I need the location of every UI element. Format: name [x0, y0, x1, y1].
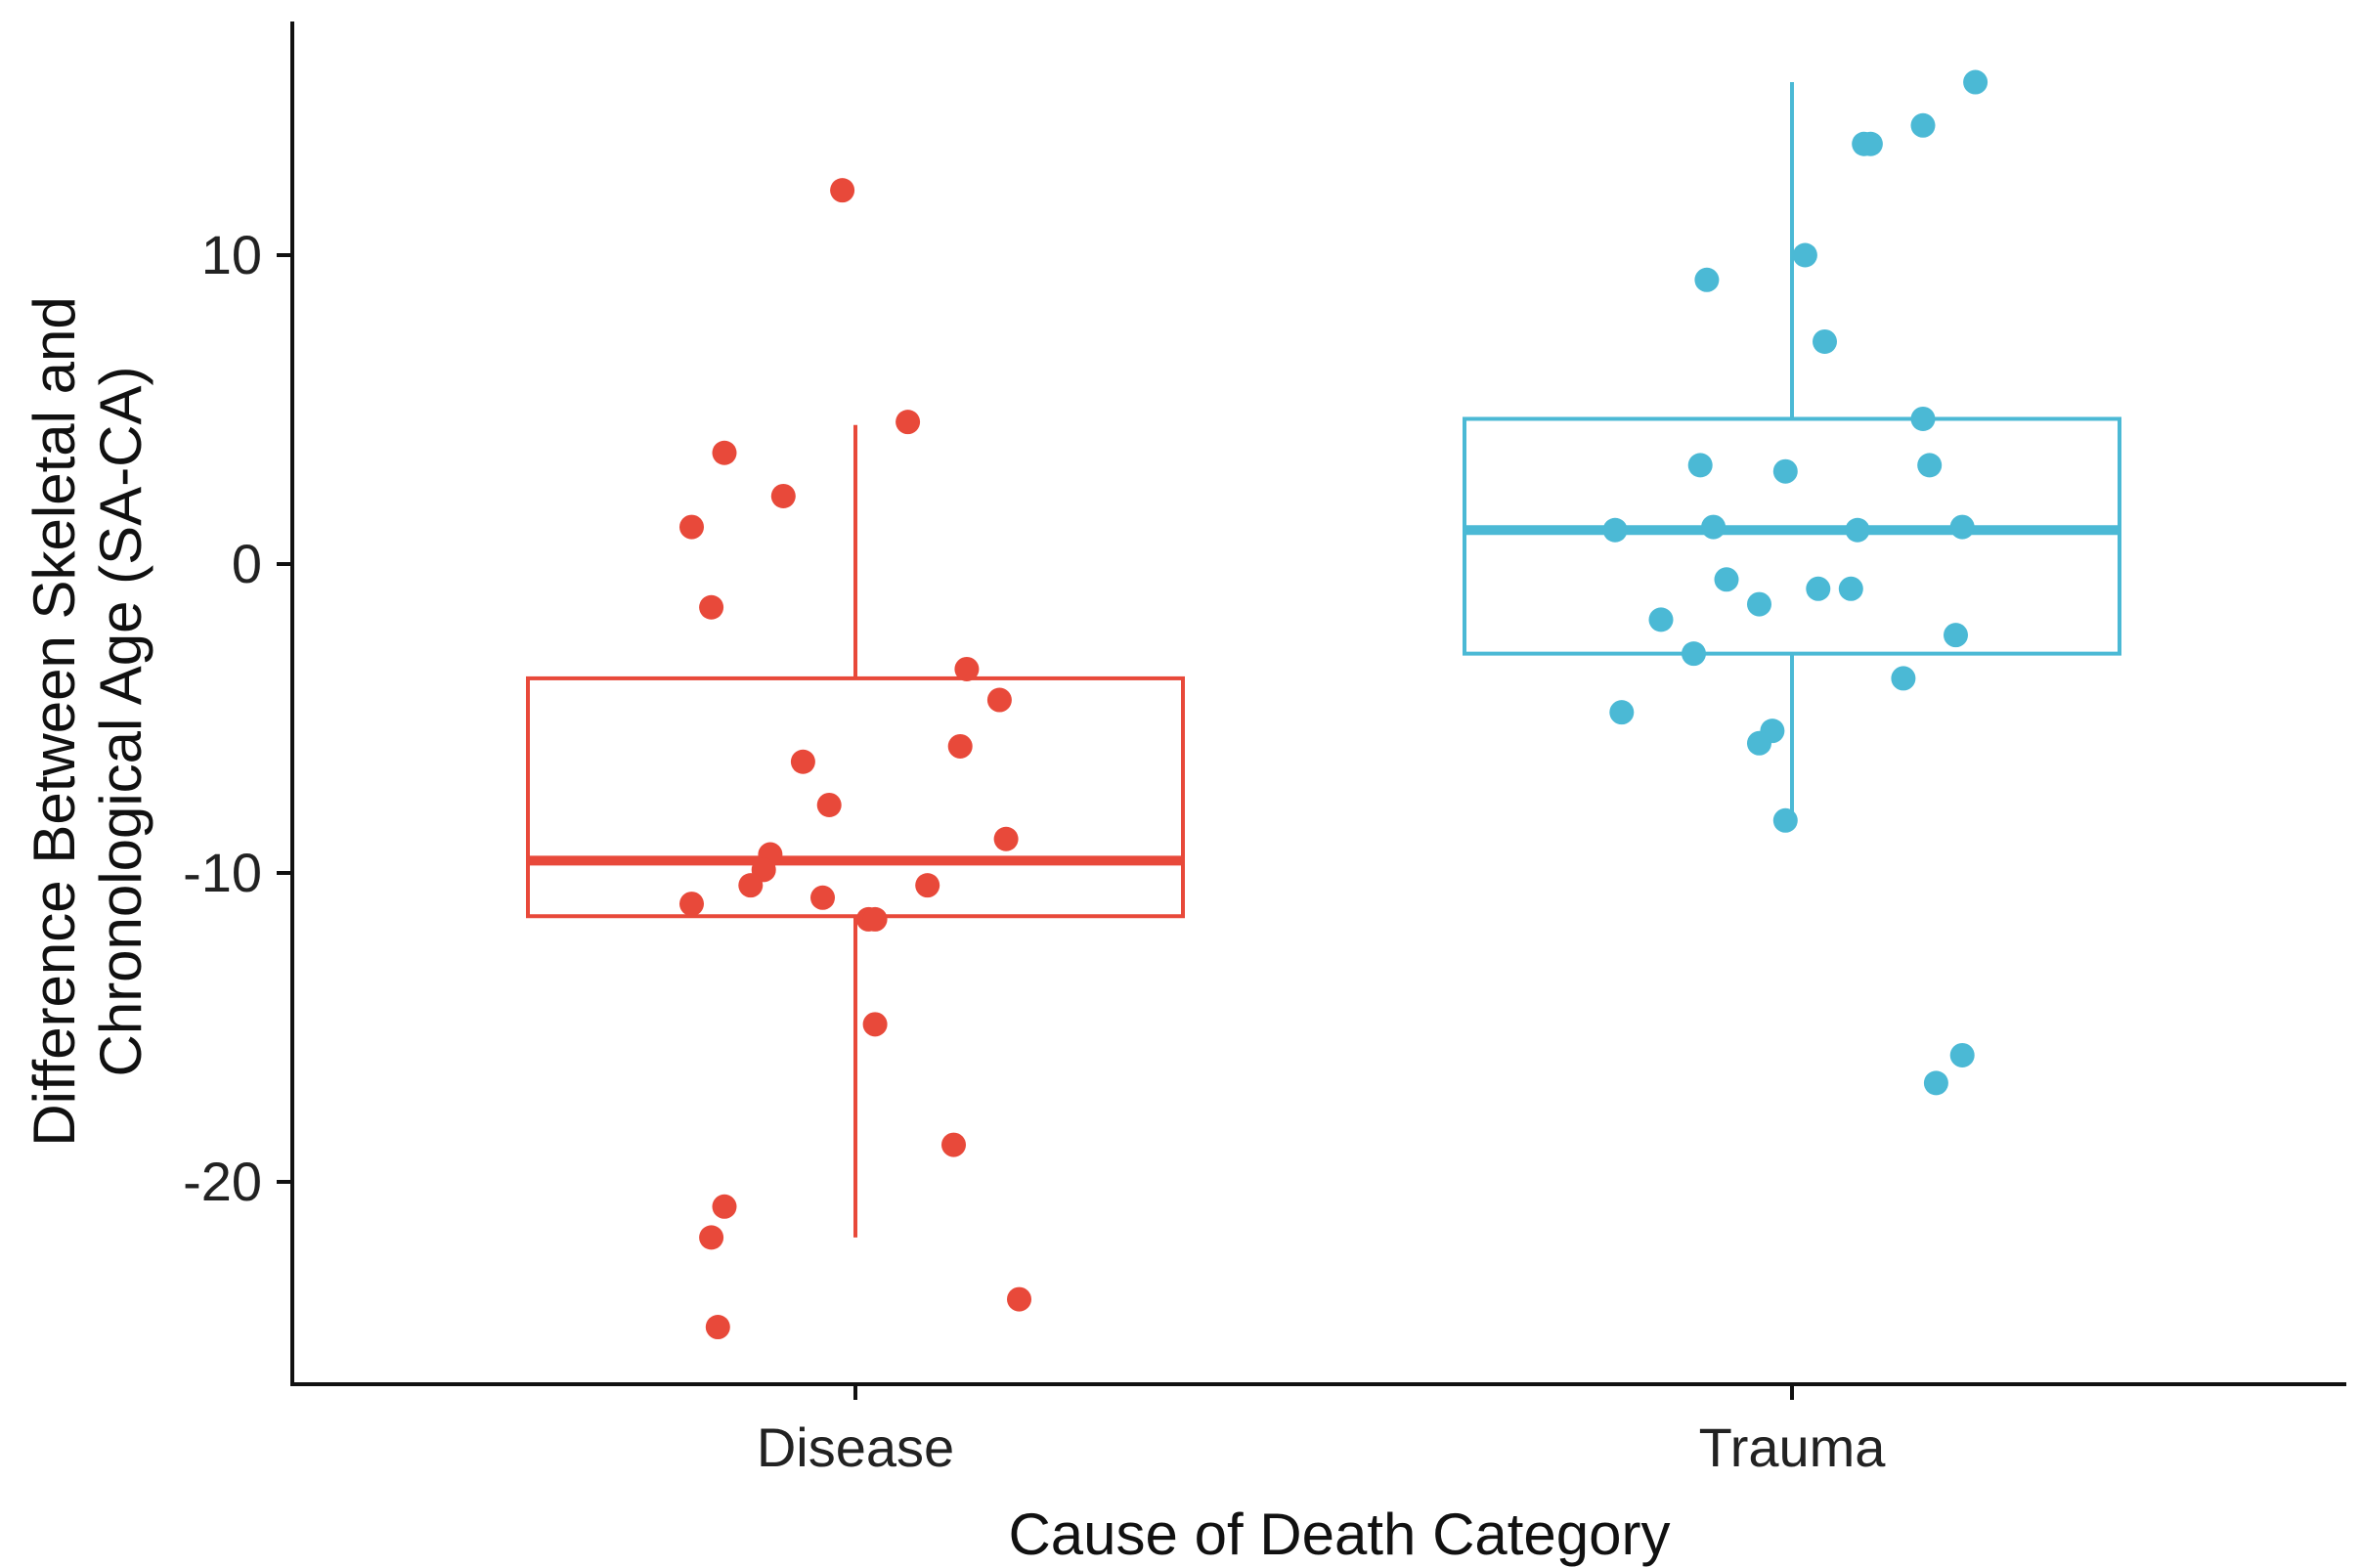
- data-point: [1682, 641, 1706, 667]
- axes: [290, 22, 2346, 1386]
- data-point: [705, 1315, 730, 1340]
- data-point: [1963, 69, 1989, 95]
- data-point: [1806, 576, 1831, 601]
- data-point: [712, 440, 737, 465]
- data-point: [770, 483, 796, 508]
- box-iqr: [1463, 416, 2121, 656]
- series-trauma: [1463, 69, 2121, 1096]
- data-point: [679, 514, 704, 540]
- box-iqr: [526, 675, 1185, 919]
- y-tick-label: -20: [183, 1151, 262, 1212]
- y-tick-label: 0: [232, 533, 262, 594]
- data-point: [1792, 242, 1817, 268]
- data-point: [862, 1012, 888, 1037]
- data-point: [1949, 514, 1975, 540]
- data-point: [947, 733, 973, 759]
- y-axis-title-group: Difference Between Skeletal and Chronolo…: [22, 296, 153, 1146]
- tick-labels: 10 0 -10 -20 Disease Trauma: [183, 224, 1886, 1478]
- data-point: [1944, 623, 1968, 648]
- x-tick-label: Trauma: [1699, 1416, 1887, 1478]
- data-point: [1694, 267, 1720, 292]
- data-point: [816, 792, 842, 817]
- data-point: [679, 892, 704, 917]
- data-point: [1910, 112, 1936, 138]
- data-point: [941, 1132, 966, 1157]
- data-point: [1845, 517, 1870, 543]
- data-point: [1714, 567, 1739, 592]
- data-point: [1917, 453, 1943, 478]
- plot-area: [526, 69, 2121, 1340]
- data-point: [1602, 517, 1628, 543]
- data-point: [1891, 666, 1916, 691]
- data-point: [830, 178, 855, 203]
- data-point: [1923, 1070, 1948, 1096]
- y-tick-label: 10: [201, 224, 262, 285]
- data-point: [1747, 730, 1771, 756]
- data-point: [699, 1225, 724, 1250]
- data-point: [915, 873, 940, 898]
- y-axis-title-line-1: Difference Between Skeletal and: [22, 296, 87, 1146]
- data-point: [993, 826, 1019, 851]
- y-tick-label: -10: [183, 842, 262, 903]
- data-point: [738, 873, 764, 898]
- data-point: [712, 1194, 737, 1219]
- data-point: [790, 749, 815, 774]
- x-tick-label: Disease: [757, 1416, 954, 1478]
- data-point: [1609, 700, 1635, 725]
- data-point: [896, 410, 921, 435]
- data-point: [1747, 591, 1771, 617]
- data-point: [1648, 607, 1674, 632]
- data-point: [1813, 328, 1837, 354]
- data-point: [1910, 406, 1936, 431]
- data-point: [1838, 576, 1863, 601]
- series-disease: [526, 178, 1185, 1340]
- x-axis-title: Cause of Death Category: [1008, 1502, 1670, 1567]
- data-point: [1772, 458, 1798, 484]
- data-point: [1949, 1042, 1975, 1067]
- data-point: [1701, 514, 1726, 540]
- data-point: [862, 906, 888, 932]
- data-point: [1857, 131, 1883, 156]
- data-point: [954, 656, 980, 681]
- data-point: [1687, 453, 1713, 478]
- data-point: [986, 687, 1012, 713]
- data-point: [1772, 807, 1798, 833]
- data-point: [699, 594, 724, 620]
- data-point: [810, 885, 835, 910]
- y-axis-title-line-2: Chronological Age (SA-CA): [88, 366, 153, 1076]
- data-point: [1007, 1286, 1031, 1312]
